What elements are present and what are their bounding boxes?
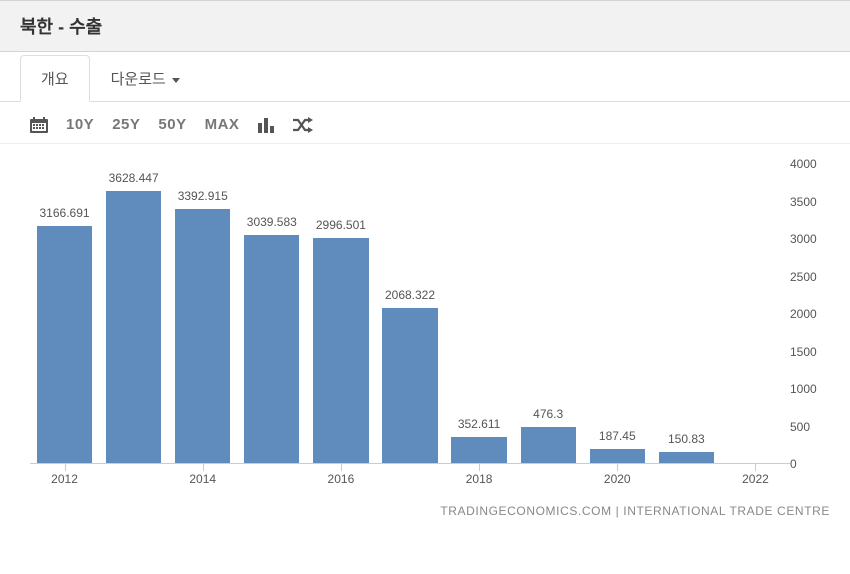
tabs: 개요 다운로드 bbox=[0, 52, 850, 102]
chart-toolbar: 10Y 25Y 50Y MAX bbox=[0, 102, 850, 144]
bar[interactable] bbox=[451, 437, 506, 463]
y-tick-label: 2500 bbox=[790, 270, 817, 284]
y-tick-label: 500 bbox=[790, 420, 810, 434]
tab-download[interactable]: 다운로드 bbox=[90, 55, 201, 102]
bar[interactable] bbox=[590, 449, 645, 463]
range-25y[interactable]: 25Y bbox=[112, 116, 140, 133]
range-50y[interactable]: 50Y bbox=[158, 116, 186, 133]
range-10y[interactable]: 10Y bbox=[66, 116, 94, 133]
chart-container: 3166.691 3628.447 3392.915 3039.583 2996.501… bbox=[0, 144, 850, 524]
x-tick-label: 2018 bbox=[466, 472, 493, 486]
bar-value-label: 3628.447 bbox=[109, 171, 159, 185]
bar[interactable] bbox=[521, 427, 576, 463]
y-tick-label: 0 bbox=[790, 457, 797, 471]
bar[interactable] bbox=[244, 235, 299, 463]
x-tick-label: 2014 bbox=[189, 472, 216, 486]
chart-plot: 3166.691 3628.447 3392.915 3039.583 2996.501… bbox=[30, 164, 790, 464]
header-bar: 북한 - 수출 bbox=[0, 0, 850, 52]
bar-value-label: 150.83 bbox=[668, 432, 705, 446]
x-tick-label: 2012 bbox=[51, 472, 78, 486]
bar-value-label: 2068.322 bbox=[385, 288, 435, 302]
page-title: 북한 - 수출 bbox=[20, 13, 830, 39]
bar-value-label: 187.45 bbox=[599, 429, 636, 443]
range-max[interactable]: MAX bbox=[205, 116, 240, 133]
y-tick-label: 3000 bbox=[790, 232, 817, 246]
shuffle-icon[interactable] bbox=[293, 117, 313, 133]
bar-value-label: 352.611 bbox=[458, 417, 501, 431]
bar-value-label: 3039.583 bbox=[247, 215, 297, 229]
x-axis: 2012 2014 2016 2018 2020 2022 bbox=[30, 464, 790, 488]
bar-value-label: 3392.915 bbox=[178, 189, 228, 203]
bar[interactable] bbox=[175, 209, 230, 463]
bar-value-label: 3166.691 bbox=[40, 206, 90, 220]
bar[interactable] bbox=[106, 191, 161, 463]
bar[interactable] bbox=[382, 308, 437, 463]
bar-value-label: 2996.501 bbox=[316, 218, 366, 232]
bar[interactable] bbox=[313, 238, 368, 463]
y-tick-label: 1000 bbox=[790, 382, 817, 396]
y-axis: 05001000150020002500300035004000 bbox=[790, 164, 834, 464]
y-tick-label: 3500 bbox=[790, 195, 817, 209]
y-tick-label: 1500 bbox=[790, 345, 817, 359]
bars-area: 3166.691 3628.447 3392.915 3039.583 2996.501… bbox=[30, 164, 790, 464]
bar[interactable] bbox=[37, 226, 92, 464]
x-tick-label: 2022 bbox=[742, 472, 769, 486]
tab-overview[interactable]: 개요 bbox=[20, 55, 90, 102]
bar-value-label: 476.3 bbox=[533, 407, 563, 421]
bar[interactable] bbox=[659, 452, 714, 463]
x-tick-label: 2020 bbox=[604, 472, 631, 486]
calendar-icon[interactable] bbox=[30, 117, 48, 133]
y-tick-label: 4000 bbox=[790, 157, 817, 171]
bar-chart-icon[interactable] bbox=[257, 117, 275, 133]
x-tick-label: 2016 bbox=[328, 472, 355, 486]
chart-attribution: TRADINGECONOMICS.COM | INTERNATIONAL TRA… bbox=[30, 504, 830, 518]
y-tick-label: 2000 bbox=[790, 307, 817, 321]
